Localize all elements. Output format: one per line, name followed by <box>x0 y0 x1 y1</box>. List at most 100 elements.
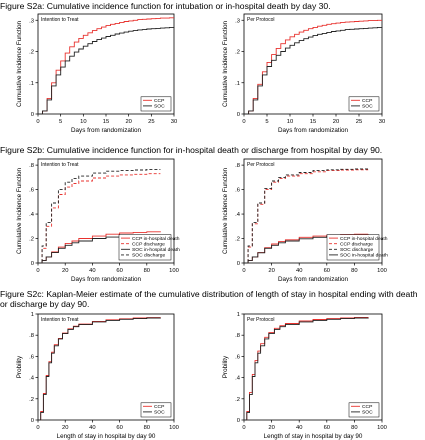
y-tick-label: 0 <box>237 261 240 267</box>
x-tick-label: 0 <box>36 425 39 431</box>
chart-s2c-per-protocol: 0 20 40 60 80 100 0 .2 .4 .6 .8 1 Length of stay in … <box>222 312 387 440</box>
x-tick-label: 0 <box>36 268 39 274</box>
y-tick-label: .6 <box>29 354 34 360</box>
series-line <box>244 169 369 264</box>
y-tick-label: .6 <box>235 354 240 360</box>
y-tick-label: .4 <box>29 212 35 218</box>
legend-label: SOC in-hospital death <box>340 253 388 259</box>
legend-box <box>326 234 380 261</box>
series-line <box>244 19 382 115</box>
y-tick-label: .6 <box>29 188 34 194</box>
x-tick-label: 20 <box>62 425 68 431</box>
legend-label: CCP <box>362 404 372 410</box>
y-tick-label: .2 <box>29 237 34 243</box>
series-line <box>38 173 161 264</box>
inset-label: Intention to Treat <box>41 162 79 168</box>
x-tick-label: 30 <box>379 119 385 125</box>
x-tick-label: 10 <box>287 119 293 125</box>
series-line <box>38 168 161 264</box>
plot-frame <box>37 158 175 264</box>
chart-s2b-per-protocol: 0 20 40 60 80 100 0 .2 .4 .6 .8 Days from randomiza… <box>222 158 388 283</box>
x-tick-label: 40 <box>296 425 302 431</box>
x-tick-label: 25 <box>356 119 362 125</box>
legend-label: CCP <box>154 404 164 410</box>
x-tick-label: 40 <box>296 268 302 274</box>
y-tick-label: 1 <box>237 312 240 318</box>
x-tick-label: 0 <box>242 268 245 274</box>
plot-frame <box>243 313 383 421</box>
x-tick-label: 40 <box>89 425 95 431</box>
inset-label: Per Protocol <box>247 317 275 323</box>
x-tick-label: 20 <box>125 119 131 125</box>
series-line <box>244 26 383 115</box>
y-tick-label: .4 <box>29 376 35 382</box>
x-tick-label: 0 <box>242 119 245 125</box>
y-tick-label: .3 <box>235 18 240 24</box>
x-tick-label: 100 <box>169 425 179 431</box>
x-tick-label: 5 <box>265 119 268 125</box>
legend-label: CCP <box>154 98 164 104</box>
y-tick-label: .2 <box>235 237 240 243</box>
y-tick-label: .1 <box>29 81 34 87</box>
x-tick-label: 80 <box>144 268 150 274</box>
chart-s2b-intention-to-treat: 0 20 40 60 80 100 0 .2 .4 .6 .8 Days from randomiza… <box>16 158 180 283</box>
series-line <box>38 317 161 421</box>
y-tick-label: .2 <box>235 397 240 403</box>
x-tick-label: 20 <box>268 425 274 431</box>
y-axis-label: Probility <box>16 355 23 378</box>
x-tick-label: 60 <box>324 425 330 431</box>
y-tick-label: .4 <box>235 376 241 382</box>
legend-label: CCP discharge <box>340 241 373 247</box>
x-tick-label: 100 <box>169 268 179 274</box>
x-tick-label: 10 <box>80 119 86 125</box>
legend-label: CCP in-hospital death <box>340 236 388 242</box>
y-tick-label: .8 <box>235 163 240 169</box>
x-axis-label: Length of stay in hospital by day 90 <box>264 433 363 440</box>
y-axis-label: Cumulative Incidence Function <box>222 167 229 254</box>
x-tick-label: 60 <box>116 268 122 274</box>
legend-label: SOC discharge <box>132 253 165 259</box>
x-tick-label: 25 <box>148 119 154 125</box>
series-line <box>38 26 175 115</box>
inset-label: Intention to Treat <box>41 17 79 23</box>
plot-frame <box>243 158 383 264</box>
y-axis-label: Cumulative Incidence Function <box>16 167 23 254</box>
plot-frame <box>37 313 175 421</box>
figure-s2b-title: Figure S2b: Cumulative incidence functio… <box>0 145 383 155</box>
x-axis-label: Days from randomization <box>278 276 348 283</box>
legend-box <box>118 234 172 261</box>
legend-label: SOC in-hospital death <box>132 247 180 253</box>
x-axis-label: Length of stay in hospital by day 90 <box>57 433 156 440</box>
y-tick-label: .1 <box>235 81 240 87</box>
y-tick-label: .2 <box>29 50 34 56</box>
x-tick-label: 5 <box>59 119 62 125</box>
y-tick-label: 0 <box>237 112 240 118</box>
x-tick-label: 100 <box>377 425 387 431</box>
x-tick-label: 20 <box>62 268 68 274</box>
y-tick-label: .8 <box>29 333 34 339</box>
y-tick-label: .6 <box>235 188 240 194</box>
legend-label: CCP <box>362 98 372 104</box>
legend-label: SOC <box>362 410 373 416</box>
y-axis-label: Probility <box>222 355 229 378</box>
chart-s2a-intention-to-treat: 0 5 10 15 20 25 30 0 .1 .2 .3 Days from randomizati… <box>16 13 177 134</box>
inset-label: Intention to Treat <box>41 317 79 323</box>
legend-label: SOC <box>154 410 165 416</box>
series-line <box>244 317 369 421</box>
x-tick-label: 30 <box>171 119 177 125</box>
x-tick-label: 40 <box>89 268 95 274</box>
x-axis-label: Days from randomization <box>71 276 141 283</box>
x-axis-label: Days from randomization <box>278 127 348 134</box>
figure-s2a-title: Figure S2a: Cumulative incidence functio… <box>0 1 331 11</box>
chart-s2a-per-protocol: 0 5 10 15 20 25 30 0 .1 .2 .3 Days from randomizati… <box>222 13 385 134</box>
y-tick-label: 0 <box>31 112 34 118</box>
x-tick-label: 20 <box>268 268 274 274</box>
x-tick-label: 80 <box>351 425 357 431</box>
y-tick-label: .2 <box>235 50 240 56</box>
legend-label: CCP discharge <box>132 241 165 247</box>
legend-label: SOC <box>362 104 373 110</box>
x-tick-label: 80 <box>351 268 357 274</box>
y-tick-label: 0 <box>237 418 240 424</box>
y-tick-label: .3 <box>29 18 34 24</box>
y-tick-label: 1 <box>31 312 34 318</box>
